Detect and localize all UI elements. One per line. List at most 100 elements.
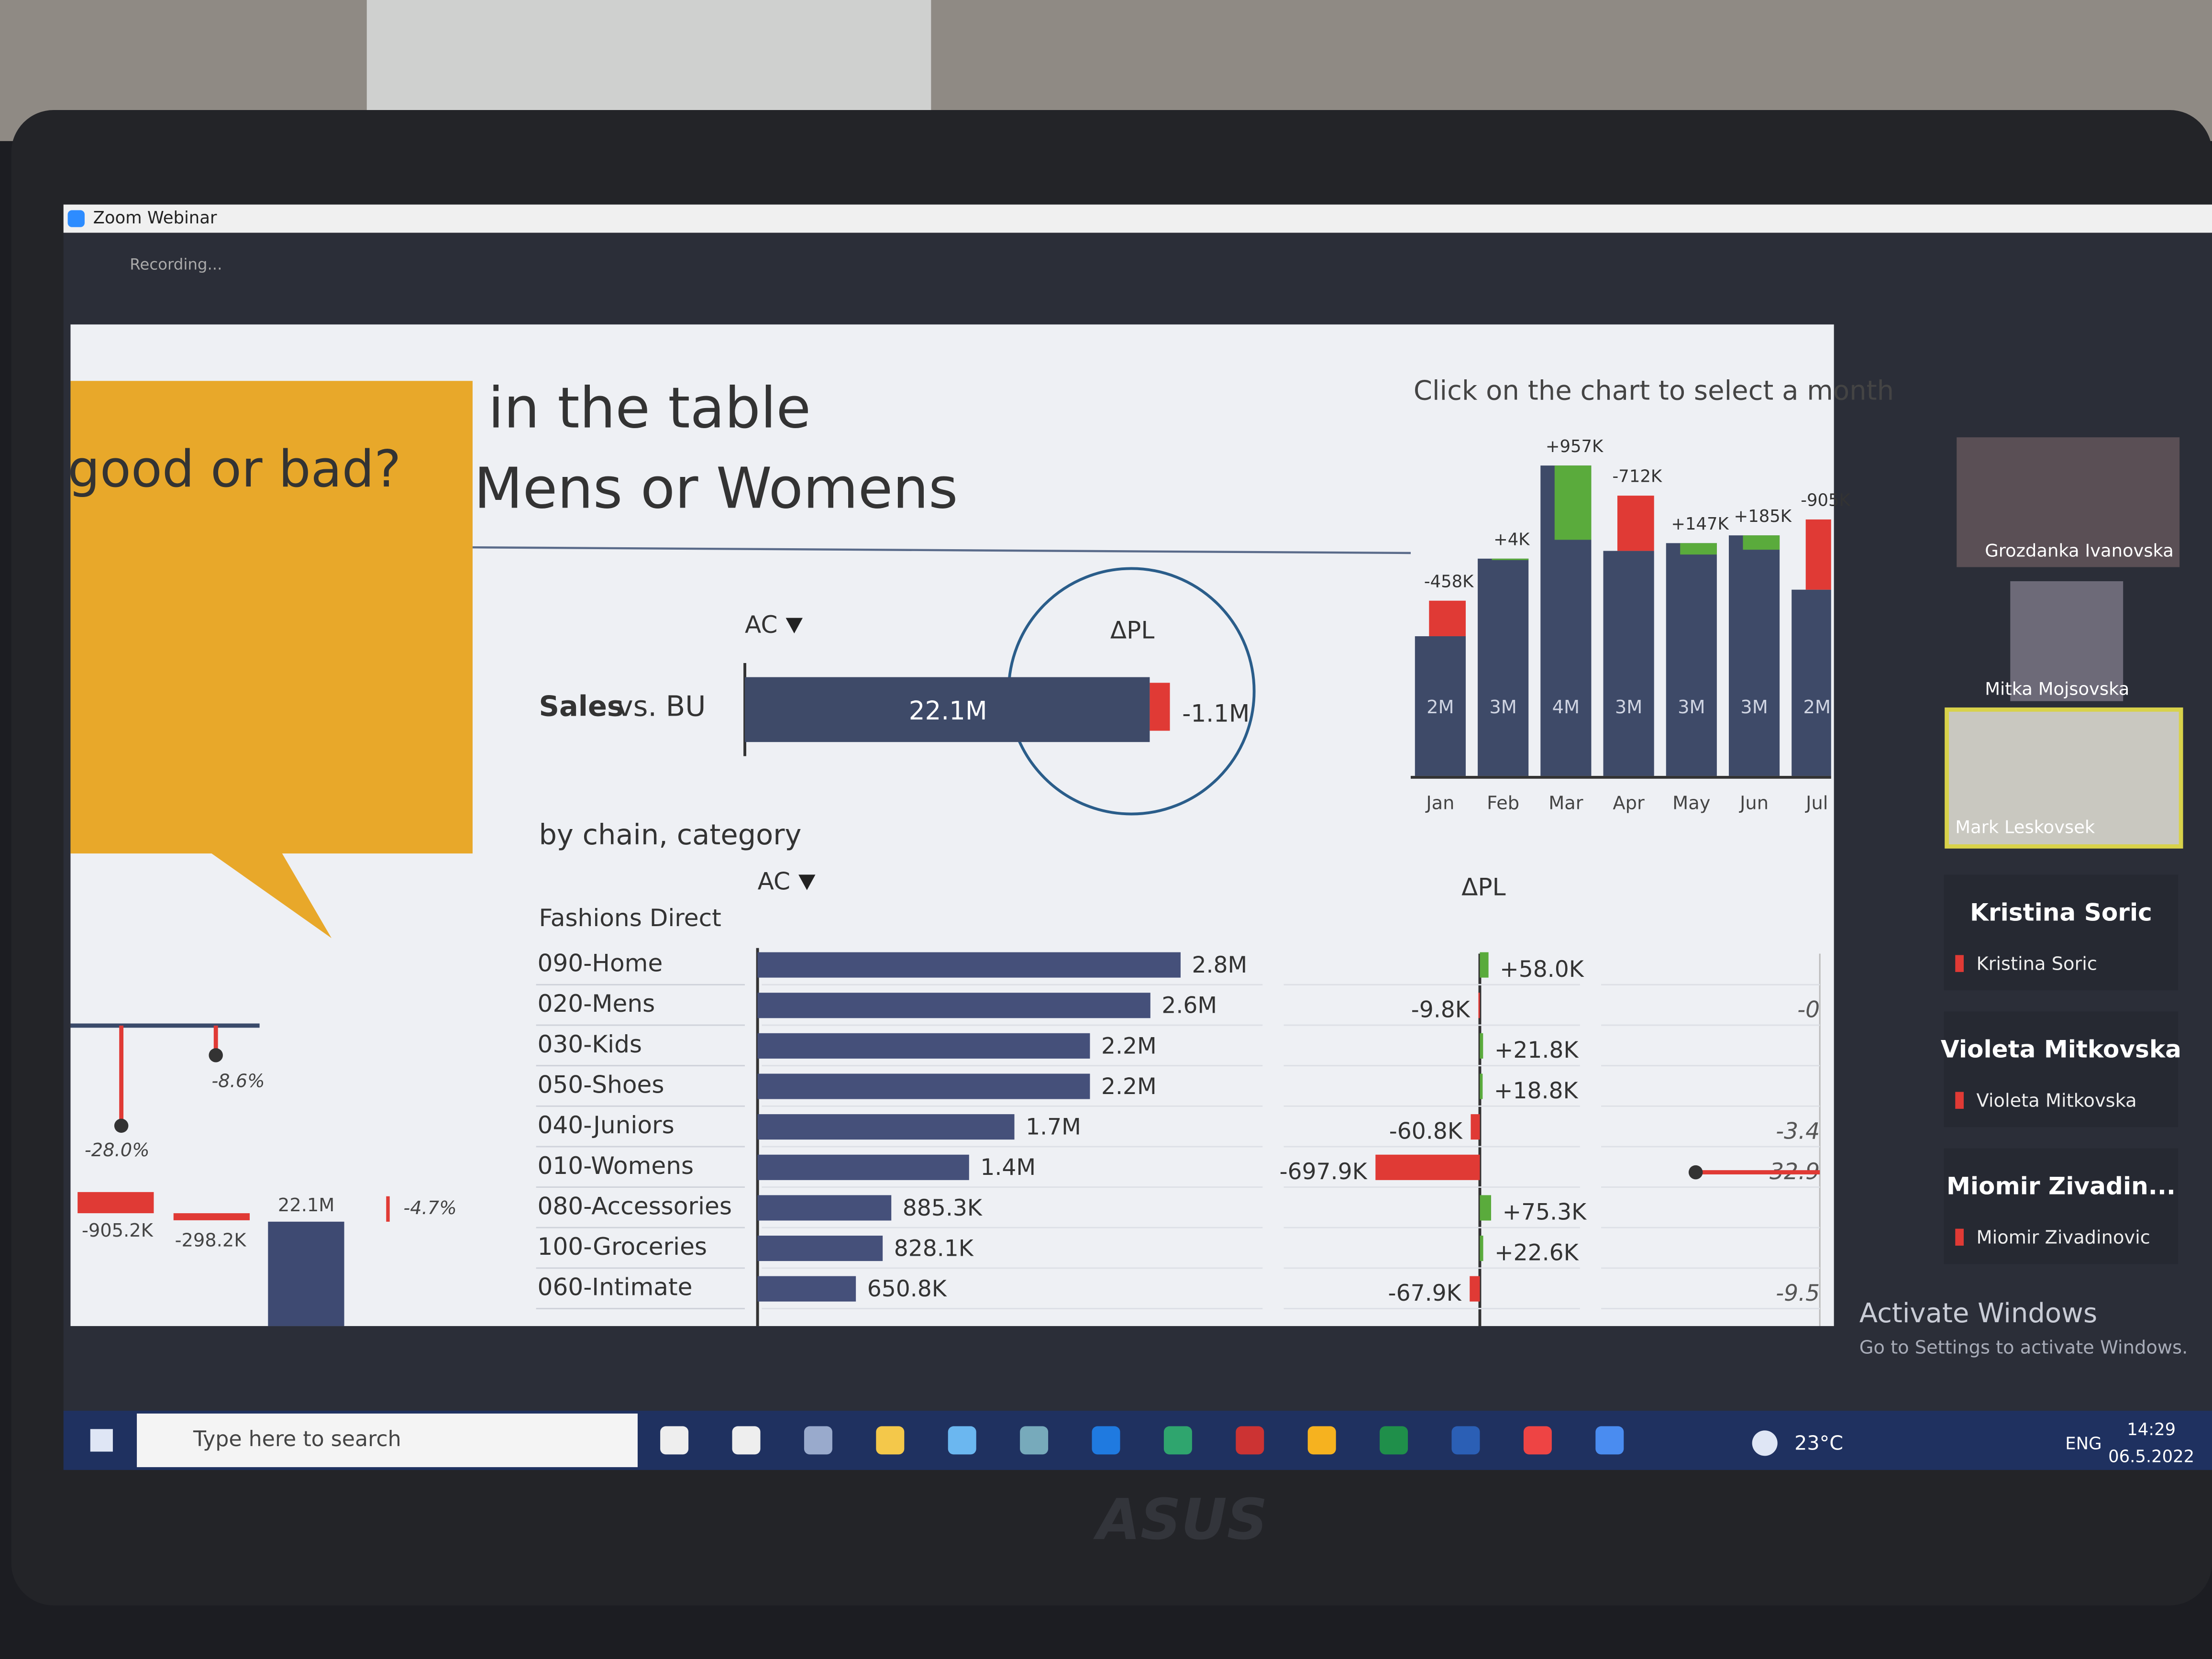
- month-bar[interactable]: [1478, 558, 1529, 776]
- month-delta[interactable]: [1680, 543, 1717, 555]
- left-dot: [114, 1118, 129, 1133]
- ac-label: 828.1K: [894, 1236, 974, 1262]
- row-label: 090-Home: [538, 949, 663, 977]
- ac-bar[interactable]: [757, 1154, 969, 1180]
- participant-card: [1944, 1148, 2179, 1264]
- ac-bar[interactable]: [757, 1114, 1015, 1140]
- search-placeholder: Type here to search: [193, 1427, 401, 1451]
- taskbar-app[interactable]: [948, 1426, 976, 1455]
- kpi-label: Sales: [539, 689, 624, 722]
- ac-bar[interactable]: [757, 1033, 1090, 1059]
- dpl-bar[interactable]: [1478, 993, 1480, 1018]
- dpl-bar[interactable]: [1480, 1073, 1483, 1099]
- month-label: Feb: [1487, 792, 1519, 814]
- mic-muted-icon: [1955, 955, 1964, 972]
- taskbar-app[interactable]: [1523, 1426, 1552, 1455]
- taskbar-app[interactable]: [732, 1426, 761, 1455]
- participant-name: Violeta Mitkovska: [1977, 1090, 2137, 1112]
- month-bar[interactable]: [1603, 551, 1654, 776]
- dpl-bar[interactable]: [1375, 1154, 1480, 1180]
- taskbar-app[interactable]: [1307, 1426, 1336, 1455]
- month-value-label: 3M: [1678, 697, 1705, 718]
- dpl-label: +18.8K: [1494, 1078, 1579, 1104]
- callout-text: good or bad?: [68, 440, 401, 499]
- taskbar-app[interactable]: [1092, 1426, 1120, 1455]
- dpl-bar[interactable]: [1471, 1114, 1480, 1140]
- row-label: 010-Womens: [538, 1151, 694, 1180]
- window-blind: [366, 0, 931, 124]
- participant-video-name: Mark Leskovsek: [1955, 817, 2095, 838]
- start-button[interactable]: [90, 1429, 113, 1452]
- month-delta[interactable]: [1554, 465, 1592, 540]
- month-delta[interactable]: [1743, 535, 1780, 550]
- dpl-bar[interactable]: [1480, 1195, 1492, 1221]
- month-bar[interactable]: [1792, 589, 1831, 776]
- ac-bar[interactable]: [757, 1236, 883, 1261]
- participant-card: [1944, 1011, 2179, 1128]
- taskbar-app[interactable]: [1020, 1426, 1049, 1455]
- taskbar-app[interactable]: [1380, 1426, 1408, 1455]
- month-bar[interactable]: [1728, 535, 1780, 776]
- ac-bar[interactable]: [757, 1276, 856, 1302]
- month-bar[interactable]: [1666, 543, 1717, 776]
- dpl-label: +22.6K: [1494, 1239, 1579, 1266]
- month-delta[interactable]: [1805, 519, 1831, 590]
- month-value-label: 3M: [1489, 697, 1516, 718]
- sort-icon[interactable]: [798, 874, 816, 890]
- left-panel-label: 22.1M: [278, 1194, 334, 1216]
- sort-icon[interactable]: [785, 618, 803, 634]
- month-delta[interactable]: [1617, 496, 1654, 551]
- ac-bar[interactable]: [757, 993, 1150, 1018]
- month-value-label: 3M: [1615, 697, 1642, 718]
- left-bar: [268, 1221, 344, 1327]
- ac-bar[interactable]: [757, 1073, 1090, 1099]
- taskbar-app[interactable]: [660, 1426, 689, 1455]
- ac-bar[interactable]: [757, 1195, 892, 1221]
- month-bar[interactable]: [1415, 636, 1466, 776]
- month-delta-label: +957K: [1546, 437, 1604, 456]
- pct-label: -3.4: [1776, 1118, 1820, 1144]
- clock-date: 06.5.2022: [2108, 1447, 2194, 1466]
- kpi-delta-bar: [1150, 683, 1170, 731]
- left-bar: [77, 1192, 154, 1214]
- pct-label: -0: [1797, 997, 1820, 1023]
- video-tile: [1957, 437, 2180, 567]
- month-delta[interactable]: [1492, 558, 1529, 560]
- month-delta[interactable]: [1429, 600, 1466, 636]
- taskbar-app[interactable]: [876, 1426, 905, 1455]
- taskbar-app[interactable]: [804, 1426, 832, 1455]
- dpl-bar[interactable]: [1480, 1236, 1483, 1261]
- taskbar-app[interactable]: [1163, 1426, 1192, 1455]
- window-title: Zoom Webinar: [93, 208, 217, 228]
- taskbar-app[interactable]: [1236, 1426, 1264, 1455]
- video-tile: [2010, 581, 2124, 701]
- dpl-bar[interactable]: [1480, 952, 1489, 978]
- heading-rule: [472, 546, 1411, 554]
- participant-title: Miomir Zivadin...: [1947, 1172, 2176, 1200]
- ac-bar[interactable]: [757, 952, 1181, 978]
- row-label: 060-Intimate: [538, 1273, 693, 1301]
- zoom-icon: [67, 210, 85, 227]
- left-panel-label: -28.0%: [85, 1139, 150, 1161]
- left-panel-label: -905.2K: [82, 1220, 154, 1241]
- dpl-bar[interactable]: [1470, 1276, 1480, 1302]
- left-bar: [173, 1213, 250, 1220]
- dpl-bar[interactable]: [1480, 1033, 1483, 1059]
- clock-time: 14:29: [2127, 1420, 2176, 1439]
- taskbar-app[interactable]: [1451, 1426, 1480, 1455]
- month-delta-label: +4K: [1493, 530, 1530, 549]
- month-delta-label: +185K: [1734, 507, 1792, 526]
- dpl-label: -60.8K: [1389, 1118, 1463, 1144]
- laptop-brand: ASUS: [1093, 1487, 1268, 1552]
- language: ENG: [2065, 1434, 2101, 1454]
- taskbar-app[interactable]: [1595, 1426, 1624, 1455]
- row-label: 050-Shoes: [538, 1071, 664, 1099]
- row-label: 030-Kids: [538, 1030, 642, 1058]
- search-box[interactable]: [137, 1413, 638, 1467]
- month-label: Jan: [1425, 792, 1454, 814]
- dpl-label: -697.9K: [1280, 1159, 1368, 1185]
- kpi-dpl-header: ΔPL: [1110, 616, 1155, 644]
- ac-label: 650.8K: [867, 1276, 947, 1302]
